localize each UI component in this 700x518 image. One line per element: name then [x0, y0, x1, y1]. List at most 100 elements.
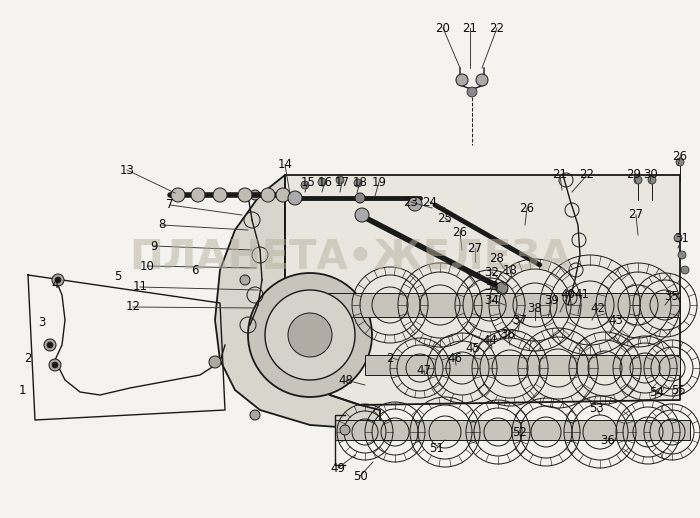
Text: 36: 36: [601, 434, 615, 447]
Circle shape: [496, 282, 508, 294]
Circle shape: [209, 356, 221, 368]
Text: 48: 48: [339, 373, 354, 386]
Text: 30: 30: [643, 168, 659, 181]
Circle shape: [240, 275, 250, 285]
Text: 22: 22: [580, 168, 594, 181]
Text: 3: 3: [38, 315, 46, 328]
Circle shape: [265, 290, 355, 380]
Text: 36: 36: [500, 328, 515, 341]
Text: 53: 53: [589, 401, 604, 414]
Text: ПЛАНЕТА•ЖЕЛЕЗА: ПЛАНЕТА•ЖЕЛЕЗА: [129, 238, 571, 278]
Text: 21: 21: [463, 22, 477, 35]
Text: 46: 46: [447, 352, 463, 365]
Circle shape: [318, 178, 326, 186]
Circle shape: [276, 188, 290, 202]
Circle shape: [238, 188, 252, 202]
Text: 24: 24: [423, 195, 438, 209]
Text: 32: 32: [484, 266, 499, 279]
Text: 26: 26: [452, 225, 468, 238]
Circle shape: [191, 188, 205, 202]
Circle shape: [171, 188, 185, 202]
Text: 15: 15: [300, 176, 316, 189]
Circle shape: [49, 359, 61, 371]
Text: 8: 8: [158, 219, 166, 232]
Circle shape: [681, 266, 689, 274]
Polygon shape: [215, 175, 380, 430]
Text: 28: 28: [489, 252, 505, 265]
Circle shape: [678, 251, 686, 259]
Text: 47: 47: [416, 364, 431, 377]
Text: 27: 27: [468, 241, 482, 254]
Text: 25: 25: [438, 211, 452, 224]
Circle shape: [213, 188, 227, 202]
Text: 20: 20: [435, 22, 450, 35]
Text: 16: 16: [318, 176, 332, 189]
Circle shape: [248, 273, 372, 397]
Circle shape: [408, 197, 422, 211]
Text: 51: 51: [430, 441, 444, 454]
Text: 37: 37: [512, 313, 527, 326]
Circle shape: [355, 193, 365, 203]
Text: 11: 11: [132, 281, 148, 294]
Text: 18: 18: [503, 264, 517, 277]
Circle shape: [52, 362, 58, 368]
Bar: [310, 293, 680, 317]
Text: 54: 54: [650, 385, 664, 398]
Text: 19: 19: [372, 176, 386, 189]
Circle shape: [250, 410, 260, 420]
Circle shape: [301, 181, 309, 189]
Text: 22: 22: [489, 22, 505, 35]
Text: 13: 13: [120, 164, 134, 177]
Text: 18: 18: [353, 176, 368, 189]
Circle shape: [467, 87, 477, 97]
Text: 12: 12: [125, 300, 141, 313]
Text: 33: 33: [484, 281, 499, 294]
Circle shape: [674, 234, 682, 242]
Circle shape: [476, 74, 488, 86]
Text: 1: 1: [18, 383, 26, 396]
Circle shape: [250, 190, 260, 200]
Bar: [335, 420, 690, 440]
Circle shape: [354, 179, 362, 187]
Text: 45: 45: [466, 341, 480, 354]
Text: 34: 34: [484, 294, 499, 307]
Circle shape: [634, 176, 642, 184]
Circle shape: [288, 191, 302, 205]
Circle shape: [261, 188, 275, 202]
Circle shape: [288, 313, 332, 357]
Bar: [365, 355, 680, 375]
Text: 2: 2: [25, 352, 32, 365]
Text: 5: 5: [114, 269, 122, 282]
Text: 49: 49: [330, 462, 346, 474]
Text: 14: 14: [277, 159, 293, 171]
Circle shape: [456, 74, 468, 86]
Circle shape: [340, 425, 350, 435]
Text: 7: 7: [167, 198, 174, 211]
Text: 41: 41: [575, 289, 589, 301]
Text: 52: 52: [512, 425, 527, 439]
Circle shape: [55, 277, 61, 283]
Text: 43: 43: [608, 313, 624, 326]
Text: 35: 35: [664, 290, 680, 303]
Text: 9: 9: [150, 239, 158, 252]
Text: 26: 26: [519, 202, 535, 214]
Text: 17: 17: [335, 176, 349, 189]
Circle shape: [648, 176, 656, 184]
Circle shape: [676, 158, 684, 166]
Circle shape: [355, 208, 369, 222]
Text: 23: 23: [404, 195, 419, 209]
Text: 38: 38: [528, 301, 542, 314]
Text: 27: 27: [629, 209, 643, 222]
Text: 2: 2: [386, 352, 393, 365]
Text: 50: 50: [353, 469, 368, 482]
Text: 6: 6: [191, 264, 199, 277]
Circle shape: [52, 274, 64, 286]
Text: 29: 29: [626, 168, 641, 181]
Circle shape: [47, 342, 53, 348]
Text: 21: 21: [552, 168, 568, 181]
Text: 39: 39: [545, 294, 559, 307]
Circle shape: [336, 176, 344, 184]
Text: 40: 40: [561, 289, 575, 301]
Text: 44: 44: [482, 334, 498, 347]
Circle shape: [44, 339, 56, 351]
